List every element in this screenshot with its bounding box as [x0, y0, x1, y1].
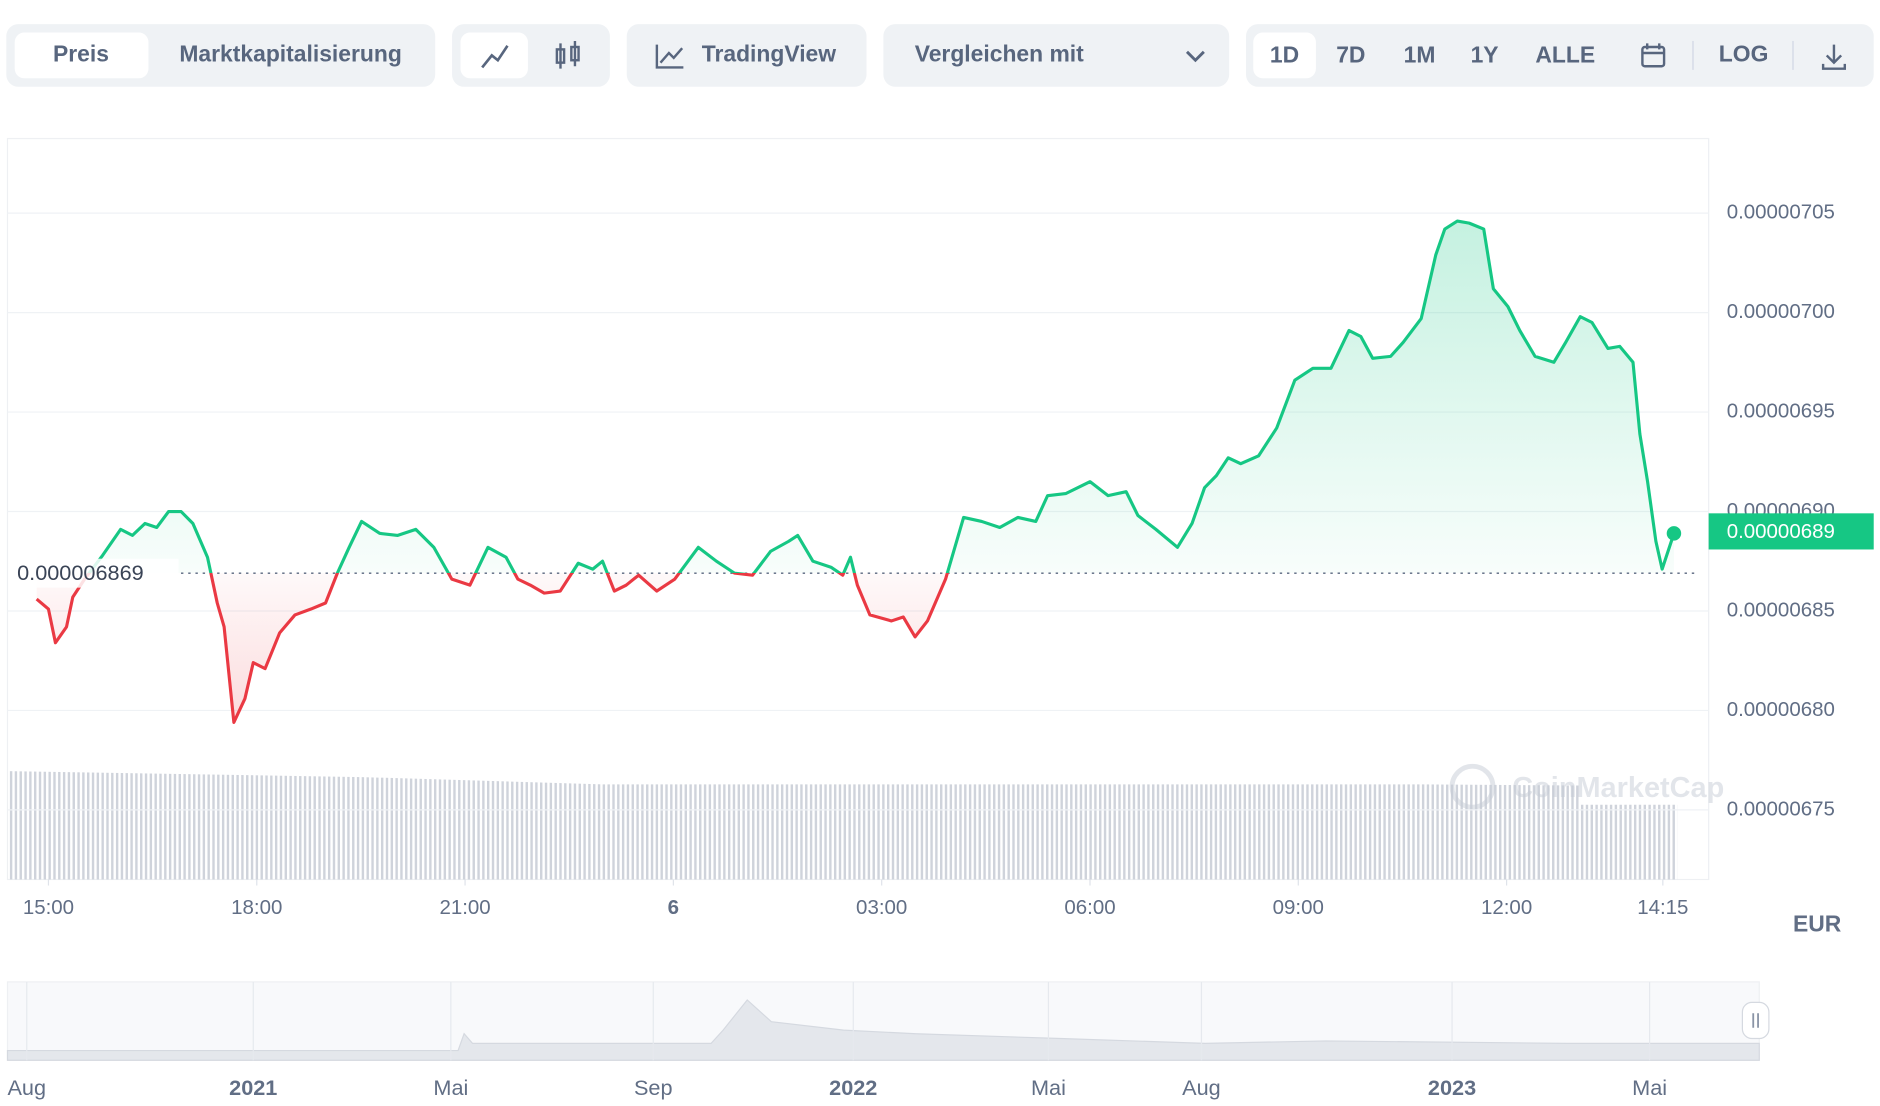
y-tick-label: 0.00000700 — [1727, 300, 1835, 323]
y-tick-label: 0.00000680 — [1727, 698, 1835, 721]
navigator-label: 2023 — [1428, 1075, 1476, 1100]
baseline-label: 0.000006869 — [17, 560, 144, 585]
x-tick-label: 09:00 — [1273, 896, 1324, 919]
handle-grip — [1752, 1013, 1759, 1028]
compare-select[interactable] — [883, 24, 1230, 87]
button-label[interactable]: TradingView — [702, 40, 837, 66]
toolbar: Preis Marktkapitalisierung TradingView V… — [6, 24, 1874, 87]
chevron — [1185, 50, 1205, 63]
price-tag — [1708, 513, 1874, 550]
tab[interactable]: Marktkapitalisierung — [179, 40, 401, 66]
navigator-label: Mai — [433, 1075, 468, 1100]
calendar-icon[interactable] — [1641, 43, 1666, 68]
x-tick-label: 14:15 — [1637, 896, 1688, 919]
y-tick-label: 0.00000685 — [1727, 598, 1835, 621]
range-button[interactable]: 7D — [1336, 42, 1365, 68]
range-button[interactable]: 1M — [1404, 42, 1436, 68]
tradingview-button[interactable] — [626, 24, 867, 87]
navigator-series — [6, 999, 1760, 1061]
volume-bars — [7, 771, 1678, 880]
range-button[interactable]: 1Y — [1471, 42, 1499, 68]
tab[interactable]: Preis — [53, 40, 109, 66]
line-icon — [481, 45, 509, 69]
price-area — [36, 221, 1674, 723]
navigator-label: Aug — [1182, 1075, 1221, 1100]
x-tick-label: 06:00 — [1064, 896, 1115, 919]
active-tab[interactable] — [14, 32, 149, 79]
tv-icon — [655, 44, 684, 69]
x-tick-label: 6 — [668, 896, 679, 919]
navigator-label: Mai — [1031, 1075, 1066, 1100]
currency: EUR — [1793, 910, 1842, 936]
price-line — [35, 219, 1676, 724]
last-point — [1666, 526, 1682, 541]
navigator-handle[interactable] — [1741, 1001, 1770, 1040]
watermark: CoinMarketCap — [1449, 763, 1724, 810]
x-tick-label: 12:00 — [1481, 896, 1532, 919]
x-tick-label: 15:00 — [23, 896, 74, 919]
candle-icon[interactable] — [555, 40, 580, 69]
y-tick-label: 0.00000705 — [1727, 201, 1835, 224]
baseline-label-bg — [9, 558, 179, 588]
y-tick-label: 0.00000695 — [1727, 399, 1835, 422]
line-button[interactable] — [460, 32, 528, 79]
navigator-label: Aug — [7, 1075, 46, 1100]
range-button[interactable]: 1D — [1270, 42, 1299, 68]
y-tick-label: 0.00000675 — [1727, 797, 1835, 820]
x-tick-label: 18:00 — [231, 896, 282, 919]
range-group — [1246, 24, 1874, 87]
log-button[interactable]: LOG — [1719, 40, 1769, 66]
x-tick-label: 21:00 — [439, 896, 490, 919]
download-icon[interactable] — [1821, 44, 1847, 70]
x-tick-label: 03:00 — [856, 896, 907, 919]
select-label[interactable]: Vergleichen mit — [915, 40, 1084, 66]
active-range[interactable] — [1253, 32, 1316, 79]
watermark-logo — [1449, 763, 1496, 810]
navigator-label: Sep — [634, 1075, 673, 1100]
watermark-text: CoinMarketCap — [1512, 772, 1724, 804]
range-button[interactable]: ALLE — [1535, 42, 1595, 68]
navigator-label: 2021 — [229, 1075, 277, 1100]
price-tag-label: 0.00000689 — [1727, 520, 1835, 543]
navigator-label: Mai — [1632, 1075, 1667, 1100]
navigator-label: 2022 — [829, 1075, 877, 1100]
